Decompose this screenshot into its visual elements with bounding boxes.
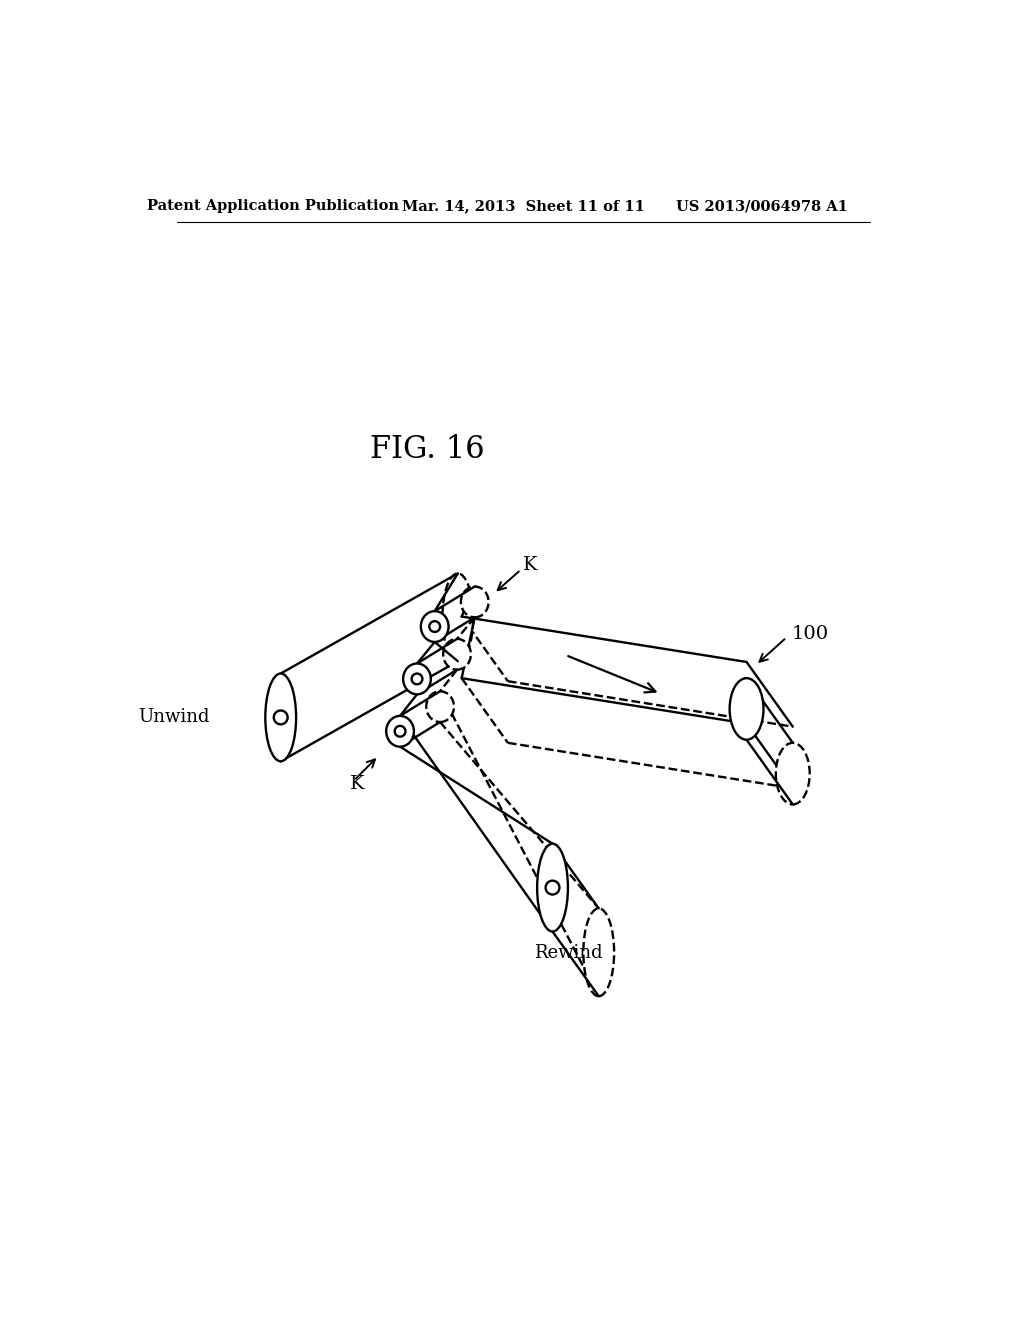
Ellipse shape [443, 639, 471, 669]
Ellipse shape [461, 586, 488, 618]
Text: K: K [523, 556, 538, 574]
Text: Rewind: Rewind [534, 944, 602, 962]
Ellipse shape [776, 743, 810, 804]
Ellipse shape [538, 843, 568, 932]
Text: Patent Application Publication: Patent Application Publication [147, 199, 399, 213]
Ellipse shape [403, 664, 431, 694]
Ellipse shape [426, 692, 454, 722]
Ellipse shape [386, 715, 414, 747]
Ellipse shape [584, 908, 614, 997]
Ellipse shape [442, 573, 473, 661]
Text: US 2013/0064978 A1: US 2013/0064978 A1 [676, 199, 848, 213]
Text: 100: 100 [792, 626, 828, 643]
Text: Mar. 14, 2013  Sheet 11 of 11: Mar. 14, 2013 Sheet 11 of 11 [401, 199, 645, 213]
Text: K: K [350, 775, 365, 792]
Ellipse shape [421, 611, 449, 642]
Text: FIG. 16: FIG. 16 [370, 434, 484, 465]
Ellipse shape [730, 678, 764, 739]
Ellipse shape [265, 673, 296, 762]
Text: Unwind: Unwind [138, 709, 210, 726]
